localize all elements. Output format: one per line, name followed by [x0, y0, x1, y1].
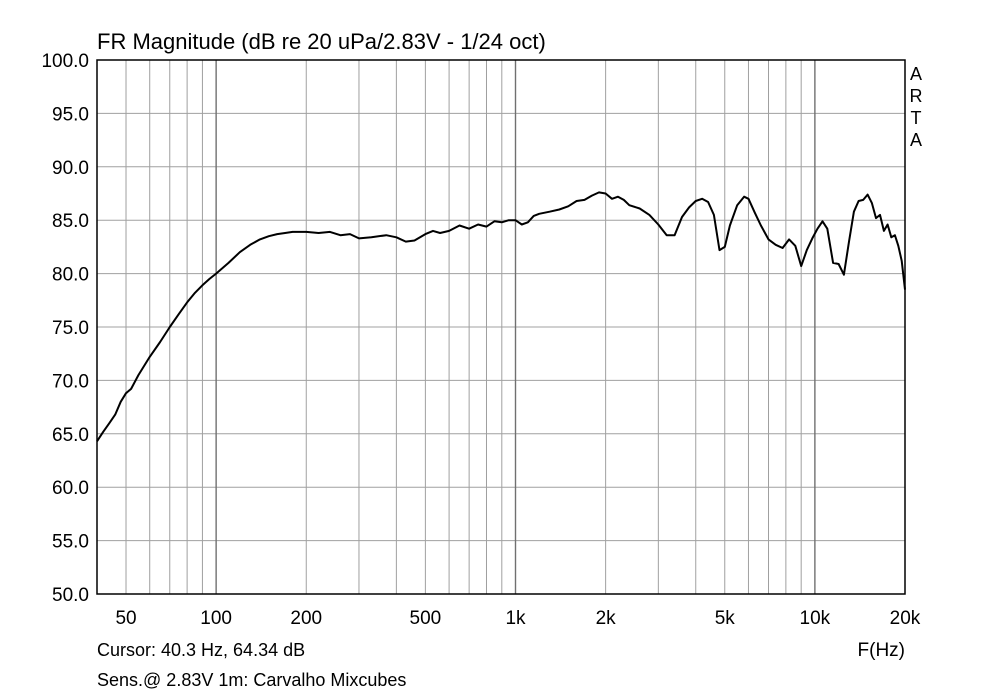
- brand-letter: A: [910, 130, 922, 150]
- x-axis-ticks: 50 100 200 500 1k 2k 5k 10k 20k: [115, 608, 920, 629]
- y-axis-ticks: 100.0 95.0 90.0 85.0 80.0 75.0 70.0 65.0 60.0 55.…: [41, 51, 89, 606]
- chart-title: FR Magnitude (dB re 20 uPa/2.83V - 1/24 …: [97, 29, 546, 54]
- y-tick-label: 90.0: [52, 158, 89, 179]
- brand-letter: R: [910, 86, 923, 106]
- series-line: [96, 191, 906, 442]
- y-tick-label: 100.0: [41, 51, 89, 72]
- y-tick-label: 60.0: [52, 478, 89, 499]
- x-tick-label: 200: [290, 608, 322, 629]
- y-tick-label: 95.0: [52, 104, 89, 125]
- x-tick-label: 1k: [505, 608, 526, 629]
- x-axis-label: F(Hz): [858, 640, 905, 661]
- y-tick-label: 65.0: [52, 425, 89, 446]
- x-tick-label: 5k: [715, 608, 736, 629]
- x-tick-label: 10k: [800, 608, 831, 629]
- x-tick-label: 500: [410, 608, 442, 629]
- grid: [97, 59, 905, 595]
- y-tick-label: 55.0: [52, 532, 89, 553]
- y-tick-label: 75.0: [52, 318, 89, 339]
- brand-letter: T: [911, 108, 922, 128]
- y-tick-label: 80.0: [52, 265, 89, 286]
- y-tick-label: 70.0: [52, 371, 89, 392]
- x-tick-label: 2k: [596, 608, 617, 629]
- cursor-readout: Cursor: 40.3 Hz, 64.34 dB: [97, 640, 305, 660]
- y-tick-label: 85.0: [52, 211, 89, 232]
- x-tick-label: 100: [200, 608, 232, 629]
- sensitivity-note: Sens.@ 2.83V 1m: Carvalho Mixcubes: [97, 670, 406, 690]
- y-tick-label: 50.0: [52, 585, 89, 606]
- brand-letter: A: [910, 64, 922, 84]
- x-tick-label: 50: [115, 608, 136, 629]
- plot-frame: [96, 59, 906, 595]
- x-tick-label: 20k: [890, 608, 921, 629]
